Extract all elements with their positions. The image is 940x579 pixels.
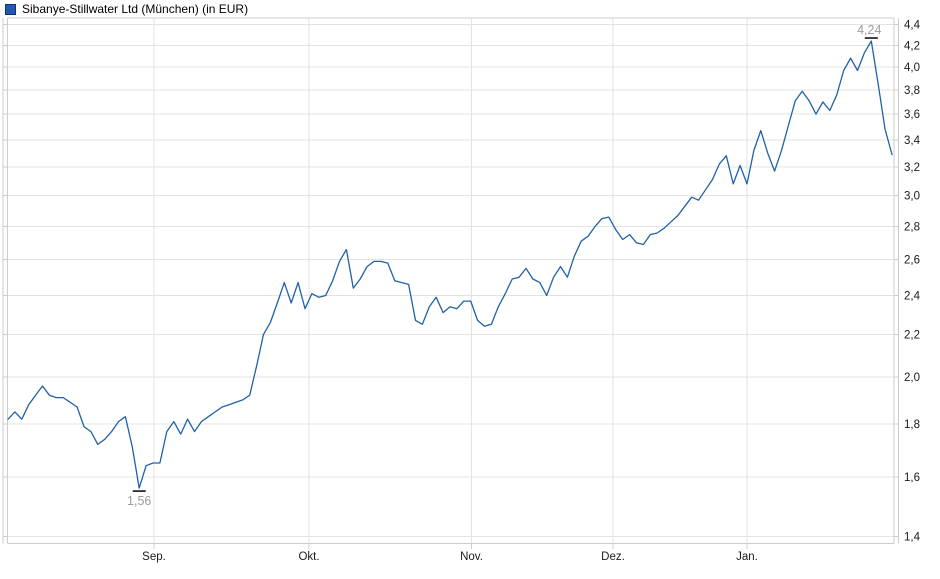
y-axis-label: 1,4 — [904, 531, 921, 543]
chart-legend: Sibanye-Stillwater Ltd (München) (in EUR… — [5, 3, 248, 15]
y-axis-label: 2,0 — [904, 372, 920, 384]
chart-title: Sibanye-Stillwater Ltd (München) (in EUR… — [22, 2, 249, 16]
y-axis-label: 4,0 — [904, 62, 920, 74]
series-legend-icon — [5, 3, 16, 15]
y-axis-label: 3,6 — [904, 109, 920, 121]
y-axis-label: 3,4 — [904, 135, 921, 147]
y-axis-label: 2,6 — [904, 255, 920, 267]
x-axis-label: Dez. — [601, 551, 625, 563]
y-axis-label: 4,4 — [904, 19, 921, 31]
x-axis-label: Sep. — [142, 551, 166, 563]
x-axis-label: Nov. — [460, 551, 483, 563]
y-axis-label: 1,6 — [904, 472, 920, 484]
y-axis-label: 3,8 — [904, 85, 920, 97]
y-axis-label: 2,4 — [904, 290, 921, 302]
y-axis-label: 1,8 — [904, 419, 920, 431]
high-label: 4,24 — [857, 23, 881, 37]
y-axis-label: 4,2 — [904, 40, 920, 52]
y-axis-label: 2,2 — [904, 329, 920, 341]
y-axis-label: 3,0 — [904, 191, 920, 203]
x-axis-label: Jan. — [736, 551, 758, 563]
y-axis-label: 3,2 — [904, 162, 920, 174]
low-label: 1,56 — [127, 494, 151, 508]
y-axis-label: 2,8 — [904, 222, 920, 234]
price-line — [7, 40, 893, 489]
x-axis-label: Okt. — [298, 551, 319, 563]
